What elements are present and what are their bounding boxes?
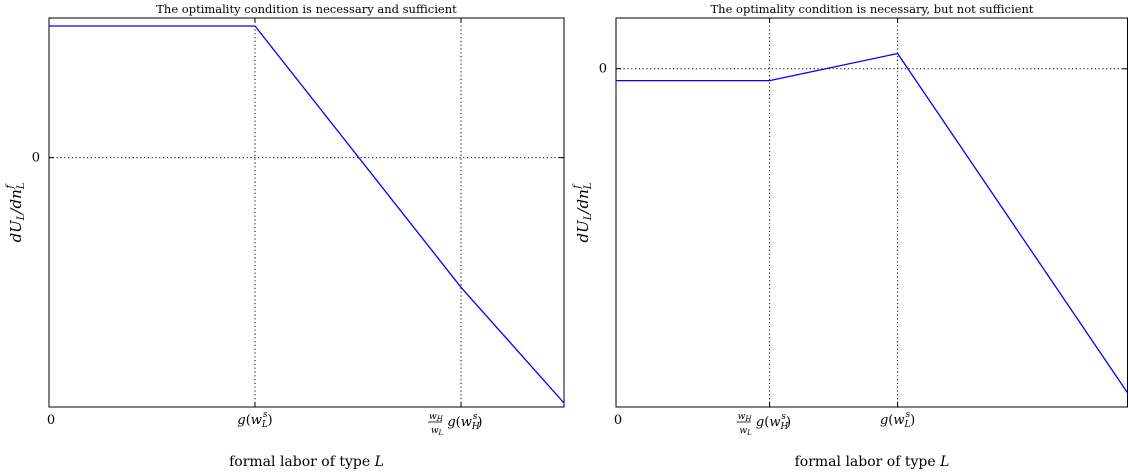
right-chart-title: The optimality condition is necessary, b…	[711, 2, 1034, 16]
left-panel: The optimality condition is necessary an…	[5, 2, 565, 470]
y-tick-label: 0	[599, 62, 607, 77]
x-tick-label: 0	[47, 413, 55, 428]
right-y-axis-label: dUL/dnLf	[572, 182, 594, 242]
left-y-axis-label: dUL/dnLf	[5, 182, 27, 242]
left-series-line	[49, 25, 565, 404]
x-tick-label: 0	[614, 413, 622, 428]
x-tick-label: wH wL g(wHs)	[738, 412, 791, 437]
right-panel: The optimality condition is necessary, b…	[572, 2, 1128, 470]
right-x-axis-label: formal labor of type L	[795, 454, 950, 470]
left-chart-title: The optimality condition is necessary an…	[156, 2, 457, 16]
left-x-axis-label: formal labor of type L	[229, 454, 384, 470]
right-series-line	[616, 52, 1128, 394]
right-guide-lines	[616, 18, 1128, 407]
left-plot-frame	[48, 17, 565, 408]
y-tick-label: 0	[32, 151, 40, 166]
x-tick-label: g(wLs)	[880, 410, 915, 430]
left-guide-lines	[49, 18, 564, 407]
x-tick-label: g(wLs)	[237, 410, 272, 430]
right-plot-frame	[615, 17, 1128, 408]
x-tick-label: wH wL g(wHs)	[429, 412, 482, 437]
